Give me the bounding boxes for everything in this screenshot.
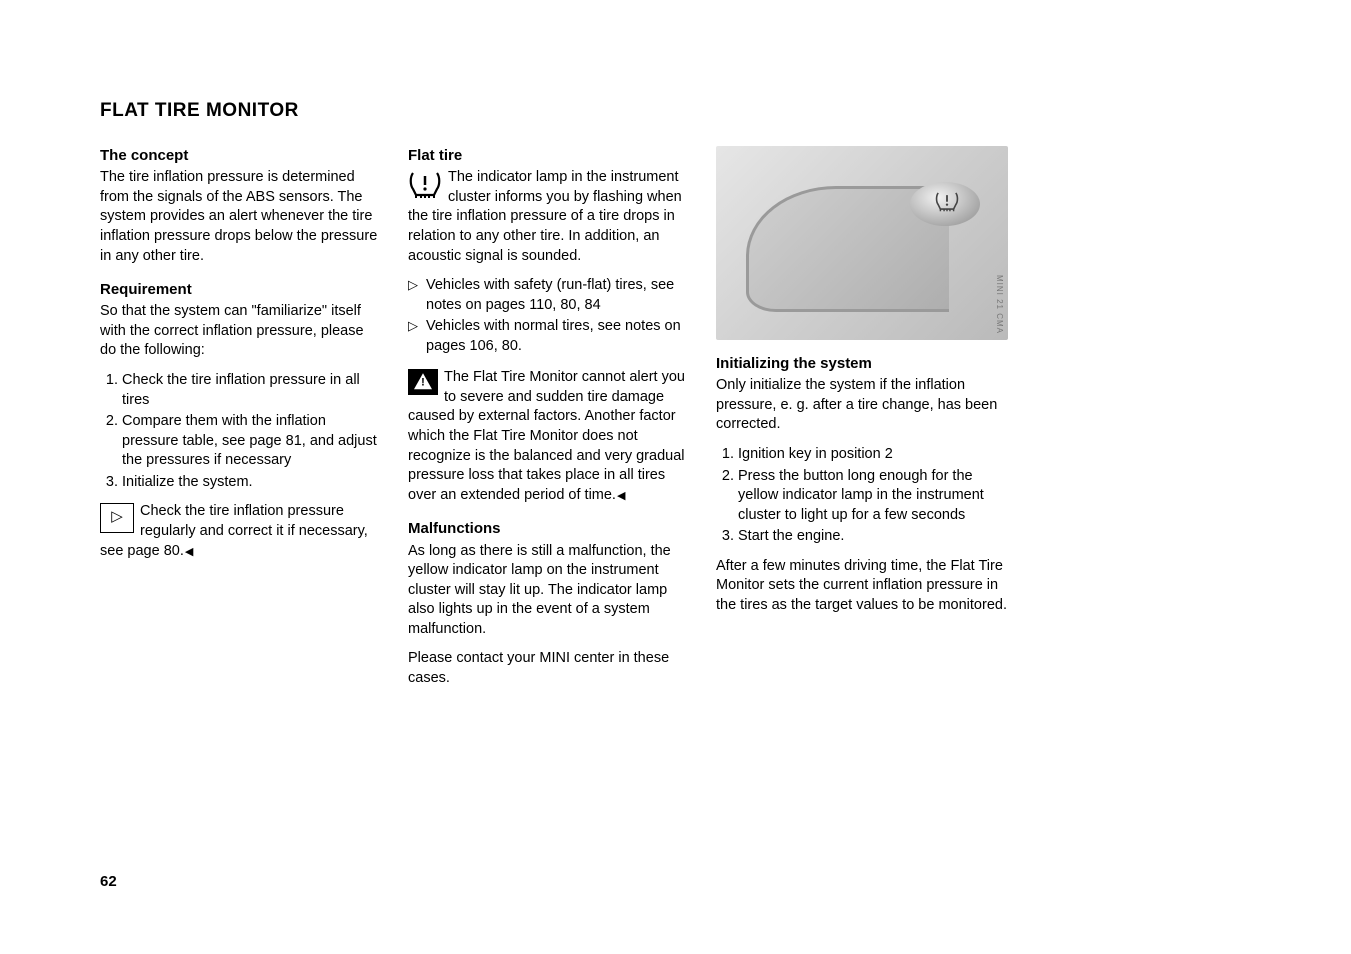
init-list: Ignition key in position 2 Press the but… [716,445,1016,547]
list-item: Check the tire inflation pressure in all… [122,371,380,410]
photo-caption: MINI 21 CMA [993,275,1004,334]
para-malfunction-1: As long as there is still a malfunction,… [408,542,688,640]
heading-requirement: Requirement [100,280,380,300]
column-1: The concept The tire inflation pressure … [100,146,380,698]
warning-block: The Flat Tire Monitor cannot alert you t… [408,368,688,505]
para-malfunction-2: Please contact your MINI center in these… [408,649,688,688]
requirement-list: Check the tire inflation pressure in all… [100,371,380,492]
list-item: Ignition key in position 2 [738,445,1016,465]
column-2: Flat tire The indicator lamp in the inst… [408,146,688,698]
heading-flat-tire: Flat tire [408,146,688,166]
heading-concept: The concept [100,146,380,166]
page-title: FLAT TIRE MONITOR [100,100,1291,122]
column-3: MINI 21 CMA Initializing the system Only… [716,146,1016,698]
caution-triangle-icon [408,369,438,395]
tpms-button-icon [932,190,962,219]
tpms-warning-icon [408,169,442,206]
note-arrow-icon: ▷ [100,503,134,533]
para-requirement: So that the system can "familiarize" its… [100,302,380,361]
note-block: ▷ Check the tire inflation pressure regu… [100,502,380,561]
bullet-normal: Vehicles with normal tires, see notes on… [408,317,688,356]
para-init-1: Only initialize the system if the inflat… [716,376,1016,435]
flat-tire-text: The indicator lamp in the instrument clu… [408,169,682,263]
bullet-runflat: Vehicles with safety (run-flat) tires, s… [408,276,688,315]
warning-text: The Flat Tire Monitor cannot alert you t… [408,369,685,502]
note-text: Check the tire inflation pressure regula… [100,503,368,558]
dashboard-photo: MINI 21 CMA [716,146,1008,340]
heading-initializing: Initializing the system [716,354,1016,374]
flat-tire-block: The indicator lamp in the instrument clu… [408,168,688,266]
para-init-2: After a few minutes driving time, the Fl… [716,557,1016,616]
heading-malfunctions: Malfunctions [408,519,688,539]
list-item: Start the engine. [738,527,1016,547]
content-columns: The concept The tire inflation pressure … [100,146,1291,698]
page-number: 62 [100,873,117,890]
para-concept: The tire inflation pressure is determine… [100,168,380,266]
list-item: Press the button long enough for the yel… [738,467,1016,526]
list-item: Initialize the system. [122,473,380,493]
list-item: Compare them with the inflation pressure… [122,412,380,471]
